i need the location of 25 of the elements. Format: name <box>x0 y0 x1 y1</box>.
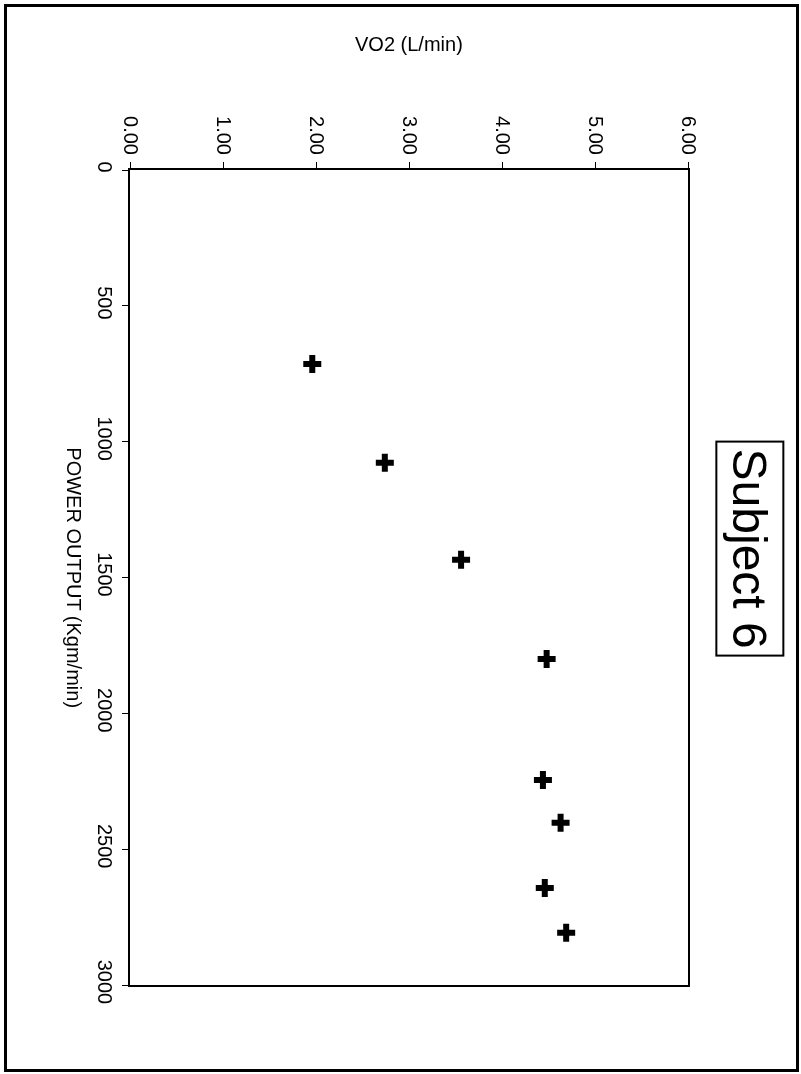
x-tick-label: 3.00 <box>398 116 421 155</box>
point <box>537 650 556 668</box>
y-tick-label: 1000 <box>94 416 116 461</box>
y-axis-title: POWER OUTPUT (Kgm/min) <box>62 447 85 709</box>
x-tick-label: 1.00 <box>212 116 235 155</box>
y-tick-label: 0 <box>94 161 116 173</box>
x-tick-label: 2.00 <box>305 116 328 155</box>
point <box>551 813 570 832</box>
y-tick-label: 2000 <box>94 688 116 733</box>
x-tick-label: 6.00 <box>677 116 700 155</box>
y-tick-label: 500 <box>94 286 116 320</box>
point <box>557 923 576 942</box>
y-tick-label: 1500 <box>94 552 116 597</box>
y-tick-label: 2500 <box>94 823 116 869</box>
point <box>303 354 322 373</box>
x-axis-title: VO2 (L/min) <box>355 33 463 55</box>
x-tick-label: 0.00 <box>119 116 142 155</box>
point <box>375 453 394 472</box>
x-tick-label: 4.00 <box>491 116 514 155</box>
x-tick-label: 5.00 <box>584 116 607 155</box>
text: Subject 6 <box>723 448 777 649</box>
point <box>535 879 554 898</box>
point <box>533 770 552 789</box>
y-tick-label: 3000 <box>94 959 116 1005</box>
point <box>452 550 471 569</box>
